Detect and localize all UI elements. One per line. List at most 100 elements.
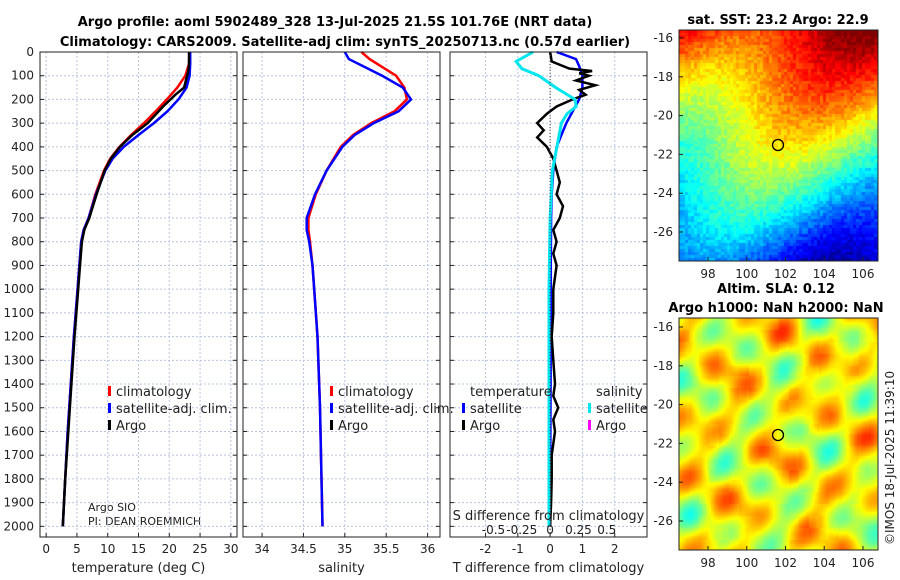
x-tick-label: 0 xyxy=(546,542,554,556)
x2-tick-label: 0 xyxy=(546,523,554,537)
y-tick-label: 1300 xyxy=(3,353,34,367)
lat-tick-label: -22 xyxy=(653,147,673,161)
title-line-1: Argo profile: aoml 5902489_328 13-Jul-20… xyxy=(78,15,593,30)
lon-tick-label: 104 xyxy=(813,556,836,570)
series-line-satellite-adj-clim- xyxy=(305,51,413,527)
lat-tick-label: -18 xyxy=(653,70,673,84)
legend-swatch xyxy=(108,386,111,396)
series-line-s-satellite xyxy=(513,50,578,527)
float-info-1: Argo SIO xyxy=(88,501,136,514)
y-tick-label: 500 xyxy=(11,164,34,178)
x-tick-label: 20 xyxy=(162,542,177,556)
sla-map-title-2: Argo h1000: NaN h2000: NaN xyxy=(668,301,883,316)
x-tick-label: -2 xyxy=(480,542,492,556)
y-tick-label: 1500 xyxy=(3,401,34,415)
legend-t-title: temperature xyxy=(470,385,552,400)
legend-swatch xyxy=(330,403,333,413)
y-tick-label: 1000 xyxy=(3,282,34,296)
y-tick-label: 700 xyxy=(11,211,34,225)
y-tick-label: 400 xyxy=(11,140,34,154)
legend-label: Argo xyxy=(338,419,368,434)
legend-swatch xyxy=(462,420,465,430)
y-tick-label: 800 xyxy=(11,235,34,249)
x-tick-label: 0 xyxy=(42,542,50,556)
y-tick-label: 0 xyxy=(26,45,34,59)
legend-label: climatology xyxy=(116,385,192,400)
x2-tick-label: 0.5 xyxy=(597,523,616,537)
y-tick-label: 300 xyxy=(11,116,34,130)
y-tick-label: 600 xyxy=(11,187,34,201)
y-tick-label: 1100 xyxy=(3,306,34,320)
legend-label: satellite-adj. clim. xyxy=(338,402,454,417)
title-line-2: Climatology: CARS2009. Satellite-adj cli… xyxy=(60,35,630,50)
sst-map-title: sat. SST: 23.2 Argo: 22.9 xyxy=(687,13,868,28)
x-tick-label: -1 xyxy=(512,542,524,556)
x2-tick-label: -0.5 xyxy=(482,523,505,537)
lat-tick-label: -18 xyxy=(653,359,673,373)
sla-map xyxy=(679,318,878,550)
lat-tick-label: -26 xyxy=(653,225,673,239)
legend-swatch xyxy=(108,403,111,413)
legend-swatch xyxy=(330,386,333,396)
x-tick-label: 36 xyxy=(420,542,435,556)
lon-tick-label: 102 xyxy=(774,556,797,570)
legend-label: satellite xyxy=(596,402,648,417)
lon-tick-label: 100 xyxy=(735,556,758,570)
lat-tick-label: -24 xyxy=(653,186,673,200)
x-axis-label: T difference from climatology xyxy=(452,561,645,576)
x-axis-label: temperature (deg C) xyxy=(72,561,206,576)
x2-tick-label: -0.25 xyxy=(506,523,537,537)
x-tick-label: 34 xyxy=(254,542,269,556)
legend-swatch xyxy=(462,403,465,413)
series-line-t-argo xyxy=(535,51,601,527)
y-tick-label: 1600 xyxy=(3,424,34,438)
lon-tick-label: 104 xyxy=(813,267,836,281)
y-tick-label: 100 xyxy=(11,69,34,83)
lon-tick-label: 98 xyxy=(700,267,715,281)
x-tick-label: 25 xyxy=(192,542,207,556)
lon-tick-label: 102 xyxy=(774,267,797,281)
x2-tick-label: 0.25 xyxy=(565,523,592,537)
legend-s-title: salinity xyxy=(596,385,643,400)
legend-label: satellite-adj. clim. xyxy=(116,402,232,417)
legend-label: climatology xyxy=(338,385,414,400)
sst-map xyxy=(679,30,878,261)
sst-map-frame xyxy=(678,29,879,262)
legend-label: Argo xyxy=(116,419,146,434)
legend-swatch xyxy=(108,420,111,430)
float-info-2: PI: DEAN ROEMMICH xyxy=(88,515,201,528)
lon-tick-label: 106 xyxy=(852,556,875,570)
lon-tick-label: 100 xyxy=(735,267,758,281)
legend-label: Argo xyxy=(596,419,626,434)
x-tick-label: 35 xyxy=(337,542,352,556)
x-tick-label: 2 xyxy=(611,542,619,556)
y-tick-label: 900 xyxy=(11,258,34,272)
panel-frame xyxy=(242,51,441,538)
y-tick-label: 200 xyxy=(11,92,34,106)
argo-location-marker xyxy=(771,428,785,442)
panel-frame xyxy=(39,51,238,538)
legend-label: Argo xyxy=(470,419,500,434)
lat-tick-label: -16 xyxy=(653,320,673,334)
lat-tick-label: -20 xyxy=(653,398,673,412)
x-tick-label: 30 xyxy=(223,542,238,556)
legend-swatch xyxy=(588,420,591,430)
x-tick-label: 10 xyxy=(100,542,115,556)
panel-frame xyxy=(449,51,648,538)
x-tick-label: 1 xyxy=(579,542,587,556)
y-tick-label: 1400 xyxy=(3,377,34,391)
lon-tick-label: 98 xyxy=(700,556,715,570)
legend-label: satellite xyxy=(470,402,522,417)
series-line-argo xyxy=(61,52,191,527)
y-tick-label: 1800 xyxy=(3,472,34,486)
lat-tick-label: -16 xyxy=(653,31,673,45)
lat-tick-label: -26 xyxy=(653,514,673,528)
x2-axis-label: S difference from climatology xyxy=(453,509,645,524)
lat-tick-label: -22 xyxy=(653,436,673,450)
argo-location-marker xyxy=(771,138,785,152)
x-tick-label: 35.5 xyxy=(373,542,400,556)
lon-tick-label: 106 xyxy=(852,267,875,281)
lat-tick-label: -24 xyxy=(653,475,673,489)
y-tick-label: 1700 xyxy=(3,448,34,462)
